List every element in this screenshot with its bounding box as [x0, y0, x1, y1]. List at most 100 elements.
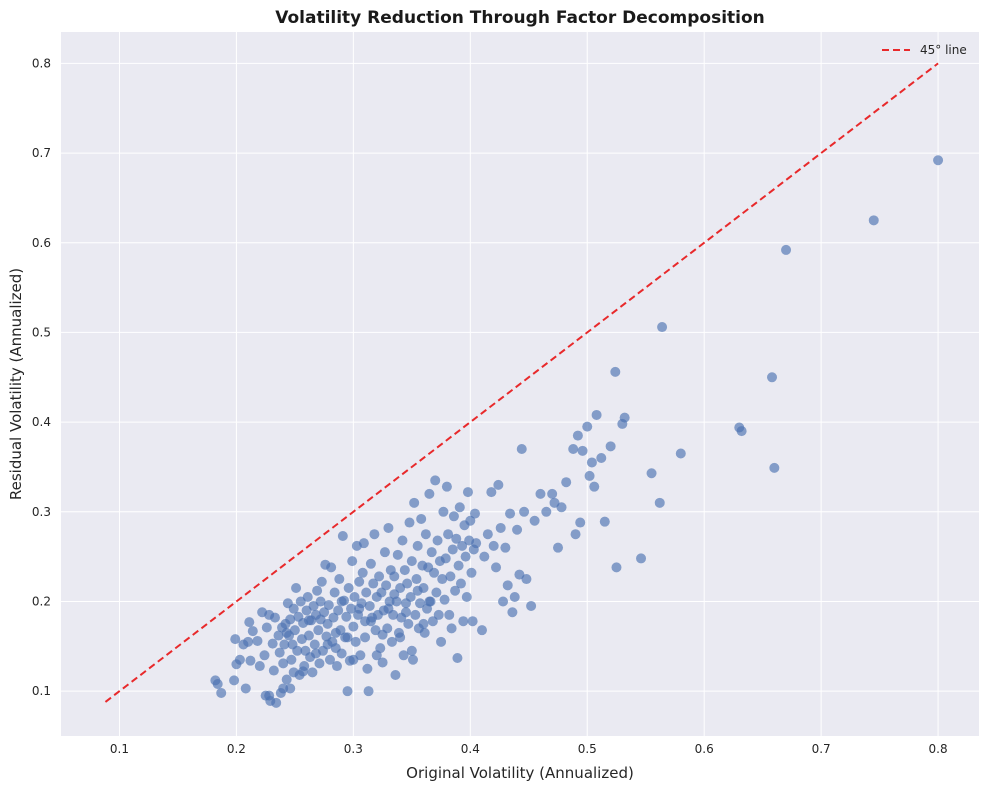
data-point — [416, 513, 427, 524]
data-point — [436, 636, 447, 647]
data-point — [561, 477, 572, 488]
data-point — [303, 615, 314, 626]
data-point — [430, 475, 441, 486]
data-point — [570, 529, 581, 540]
data-point — [586, 457, 597, 468]
data-point — [268, 665, 279, 676]
data-point — [461, 591, 472, 602]
x-tick-label: 0.3 — [344, 742, 363, 756]
data-point — [341, 611, 352, 622]
data-point — [467, 616, 478, 627]
data-point — [334, 574, 345, 585]
data-point — [646, 468, 657, 479]
y-tick-label: 0.4 — [32, 415, 51, 429]
data-point — [535, 488, 546, 499]
data-point — [589, 481, 600, 492]
data-point — [486, 487, 497, 498]
data-point — [432, 535, 443, 546]
data-point — [336, 596, 347, 607]
data-point — [348, 621, 359, 632]
data-point — [465, 515, 476, 526]
data-point — [288, 603, 299, 614]
data-point — [229, 675, 240, 686]
data-point — [389, 589, 400, 600]
data-point — [469, 508, 480, 519]
data-point — [429, 567, 440, 578]
y-tick-label: 0.6 — [32, 236, 51, 250]
data-point — [322, 639, 333, 650]
data-point — [285, 614, 296, 625]
data-point — [452, 652, 463, 663]
data-point — [316, 576, 327, 587]
data-point — [302, 591, 313, 602]
data-point — [455, 578, 466, 589]
data-point — [329, 587, 340, 598]
data-point — [281, 627, 292, 638]
data-point — [406, 645, 417, 656]
data-point — [252, 635, 263, 646]
data-point — [431, 587, 442, 598]
data-point — [278, 683, 289, 694]
data-point — [377, 657, 388, 668]
data-point — [584, 470, 595, 481]
data-point — [395, 632, 406, 643]
data-point — [374, 571, 385, 582]
data-point — [244, 617, 255, 628]
data-point — [234, 654, 245, 665]
data-point — [605, 441, 616, 452]
data-point — [769, 462, 780, 473]
data-point — [368, 578, 379, 589]
data-point — [451, 533, 462, 544]
data-point — [512, 524, 523, 535]
x-tick-label: 0.4 — [461, 742, 480, 756]
data-point — [254, 661, 265, 672]
data-point — [314, 658, 325, 669]
data-point — [611, 562, 622, 573]
data-point — [427, 616, 438, 627]
data-point — [350, 636, 361, 647]
data-point — [313, 625, 324, 636]
data-point — [443, 529, 454, 540]
data-point — [596, 452, 607, 463]
data-point — [516, 444, 527, 455]
data-point — [337, 531, 348, 542]
data-point — [657, 322, 668, 333]
data-point — [426, 547, 437, 558]
data-point — [412, 540, 423, 551]
data-point — [349, 591, 360, 602]
data-point — [500, 542, 511, 553]
data-point — [365, 558, 376, 569]
data-point — [448, 511, 459, 522]
data-point — [433, 609, 444, 620]
data-point — [444, 609, 455, 620]
data-point — [278, 658, 289, 669]
data-point — [279, 639, 290, 650]
data-point — [392, 549, 403, 560]
data-point — [403, 618, 414, 629]
chart-title: Volatility Reduction Through Factor Deco… — [275, 8, 765, 28]
data-point — [439, 594, 450, 605]
data-point — [343, 583, 354, 594]
data-point — [419, 627, 430, 638]
data-point — [450, 585, 461, 596]
data-point — [399, 565, 410, 576]
y-tick-label: 0.2 — [32, 594, 51, 608]
data-point — [482, 529, 493, 540]
data-point — [547, 488, 558, 499]
data-point — [454, 502, 465, 513]
data-point — [446, 623, 457, 634]
data-point — [405, 591, 416, 602]
data-point — [260, 690, 271, 701]
data-point — [447, 544, 458, 555]
data-point — [336, 648, 347, 659]
data-point — [291, 583, 302, 594]
data-point — [553, 542, 564, 553]
data-point — [309, 639, 320, 650]
data-point — [298, 666, 309, 677]
data-point — [361, 587, 372, 598]
data-point — [386, 636, 397, 647]
data-point — [424, 488, 435, 499]
data-point — [412, 585, 423, 596]
data-point — [286, 654, 297, 665]
